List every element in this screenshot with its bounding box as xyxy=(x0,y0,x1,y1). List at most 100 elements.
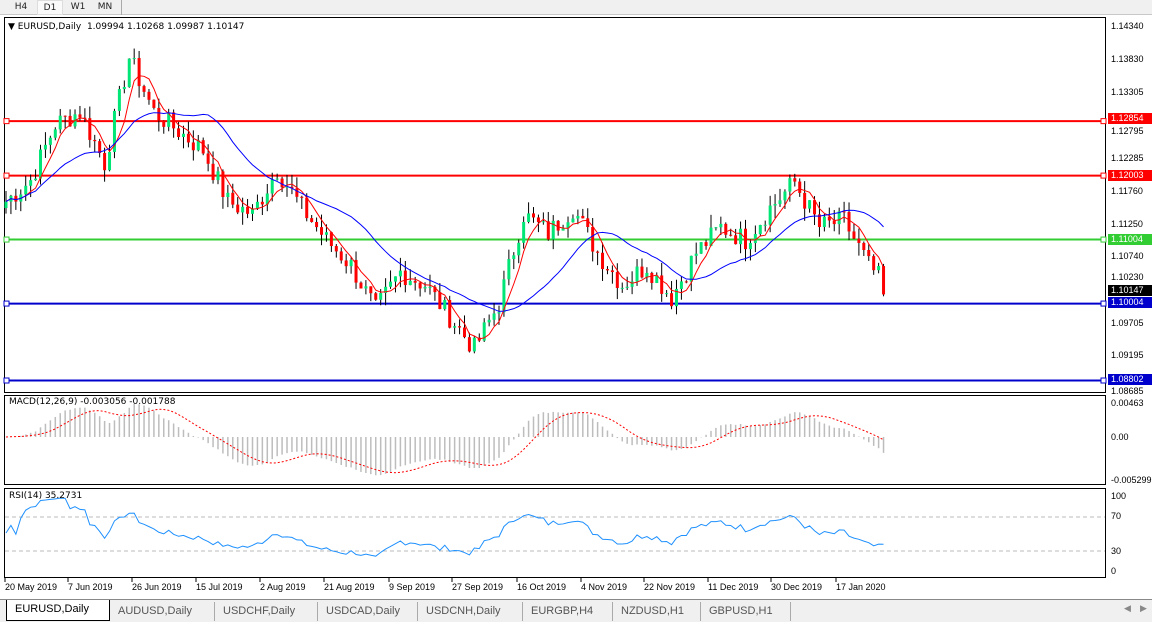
level-price-tag: 1.11004 xyxy=(1108,233,1152,245)
candle-body xyxy=(857,238,861,243)
level-handle-left xyxy=(3,300,10,307)
chart-tab[interactable]: EURGBP,H4 xyxy=(523,602,613,621)
chart-tab[interactable]: EURUSD,Daily xyxy=(6,600,110,621)
candle-body xyxy=(665,293,669,295)
candle-body xyxy=(132,58,136,60)
candle-body xyxy=(201,140,205,154)
candle-body xyxy=(842,211,846,213)
candle-body xyxy=(78,114,82,118)
candle-body xyxy=(108,151,112,171)
rsi-line xyxy=(5,497,884,557)
candle-body xyxy=(384,286,388,293)
chart-tab[interactable]: GBPUSD,H1 xyxy=(701,602,791,621)
candle-body xyxy=(689,255,693,282)
candle-body xyxy=(635,266,639,282)
candle-body xyxy=(4,201,8,209)
candle-body xyxy=(822,216,826,228)
candle-body xyxy=(615,272,619,288)
candle-body xyxy=(324,232,328,235)
level-handle-right xyxy=(1100,172,1107,179)
date-axis-label: 16 Oct 2019 xyxy=(517,582,567,592)
candle-body xyxy=(393,276,397,282)
candle-body xyxy=(576,215,580,219)
candle-body xyxy=(862,242,866,251)
timeframe-w1[interactable]: W1 xyxy=(70,2,86,12)
candle-body xyxy=(241,206,245,213)
candle-body xyxy=(88,118,92,140)
candle-body xyxy=(181,133,185,137)
rsi-axis-70: 70 xyxy=(1111,511,1122,521)
date-axis-label: 2 Aug 2019 xyxy=(260,582,306,592)
chart-tab[interactable]: USDCAD,Daily xyxy=(318,602,418,621)
timeframe-mn[interactable]: MN xyxy=(97,2,113,12)
price-axis-label: 1.10740 xyxy=(1111,251,1144,262)
candle-body xyxy=(670,293,674,307)
price-axis-label: 1.09195 xyxy=(1111,350,1144,361)
candle-body xyxy=(157,107,161,121)
candle-body xyxy=(320,227,324,235)
chart-tab[interactable]: USDCHF,Daily xyxy=(215,602,318,621)
candle-body xyxy=(177,128,181,137)
candle-body xyxy=(467,337,471,352)
chart-tab[interactable]: USDCNH,Daily xyxy=(418,602,523,621)
candle-body xyxy=(359,282,363,289)
level-price-tag: 1.12854 xyxy=(1108,113,1152,124)
candle-body xyxy=(403,270,407,286)
chart-tab[interactable]: AUDUSD,Daily xyxy=(110,602,215,621)
candle-body xyxy=(714,227,718,229)
candle-body xyxy=(389,281,393,287)
candle-body xyxy=(172,112,176,129)
candle-body xyxy=(492,313,496,320)
slow-moving-average-line xyxy=(5,112,884,312)
candle-body xyxy=(339,251,343,261)
date-axis-label: 7 Jun 2019 xyxy=(68,582,113,592)
candle-body xyxy=(813,200,817,215)
candle-body xyxy=(551,220,555,240)
macd-pane[interactable] xyxy=(4,395,1106,485)
candle-body xyxy=(103,153,107,171)
price-axis-label: 1.09705 xyxy=(1111,317,1144,328)
candle-body xyxy=(768,205,772,225)
candle-body xyxy=(206,153,210,164)
candle-body xyxy=(502,279,506,313)
candle-body xyxy=(773,204,777,206)
symbol-label: EURUSD,Daily xyxy=(17,22,82,32)
level-price-tag: 1.08802 xyxy=(1108,374,1152,385)
dropdown-triangle-icon[interactable]: ▼ xyxy=(8,22,18,32)
candle-body xyxy=(704,242,708,247)
candle-body xyxy=(255,201,259,209)
candle-body xyxy=(625,286,629,288)
date-axis-label: 20 May 2019 xyxy=(5,582,58,592)
candle-body xyxy=(354,259,358,283)
rsi-pane[interactable] xyxy=(4,488,1106,578)
candle-body xyxy=(211,163,215,181)
price-axis-label: 1.14340 xyxy=(1111,21,1144,31)
candle-body xyxy=(63,115,67,117)
chart-tab[interactable]: NZDUSD,H1 xyxy=(613,602,701,621)
candle-body xyxy=(709,227,713,247)
fast-moving-average-line xyxy=(5,75,884,340)
date-axis-label: 4 Nov 2019 xyxy=(581,582,628,592)
timeframe-h4[interactable]: H4 xyxy=(14,2,28,12)
scroll-left-icon[interactable]: ◀ xyxy=(1124,604,1131,614)
candle-body xyxy=(93,139,97,142)
candle-body xyxy=(793,178,797,182)
candle-body xyxy=(536,217,540,223)
candle-body xyxy=(349,259,353,267)
candle-body xyxy=(398,270,402,277)
candle-body xyxy=(418,282,422,289)
timeframe-d1[interactable]: D1 xyxy=(37,0,63,15)
candle-body xyxy=(48,137,52,145)
level-price-tag: 1.10004 xyxy=(1108,297,1152,308)
scroll-right-icon[interactable]: ▶ xyxy=(1140,604,1147,614)
candle-body xyxy=(788,178,792,192)
candle-body xyxy=(68,115,72,127)
candle-body xyxy=(778,200,782,205)
chart-title: ▼ EURUSD,Daily 1.09994 1.10268 1.09987 1… xyxy=(8,22,244,32)
candle-body xyxy=(684,281,688,283)
rsi-axis-100: 100 xyxy=(1111,491,1127,501)
candle-body xyxy=(581,215,585,219)
candle-body xyxy=(280,178,284,188)
candle-body xyxy=(827,216,831,221)
candle-body xyxy=(43,144,47,150)
